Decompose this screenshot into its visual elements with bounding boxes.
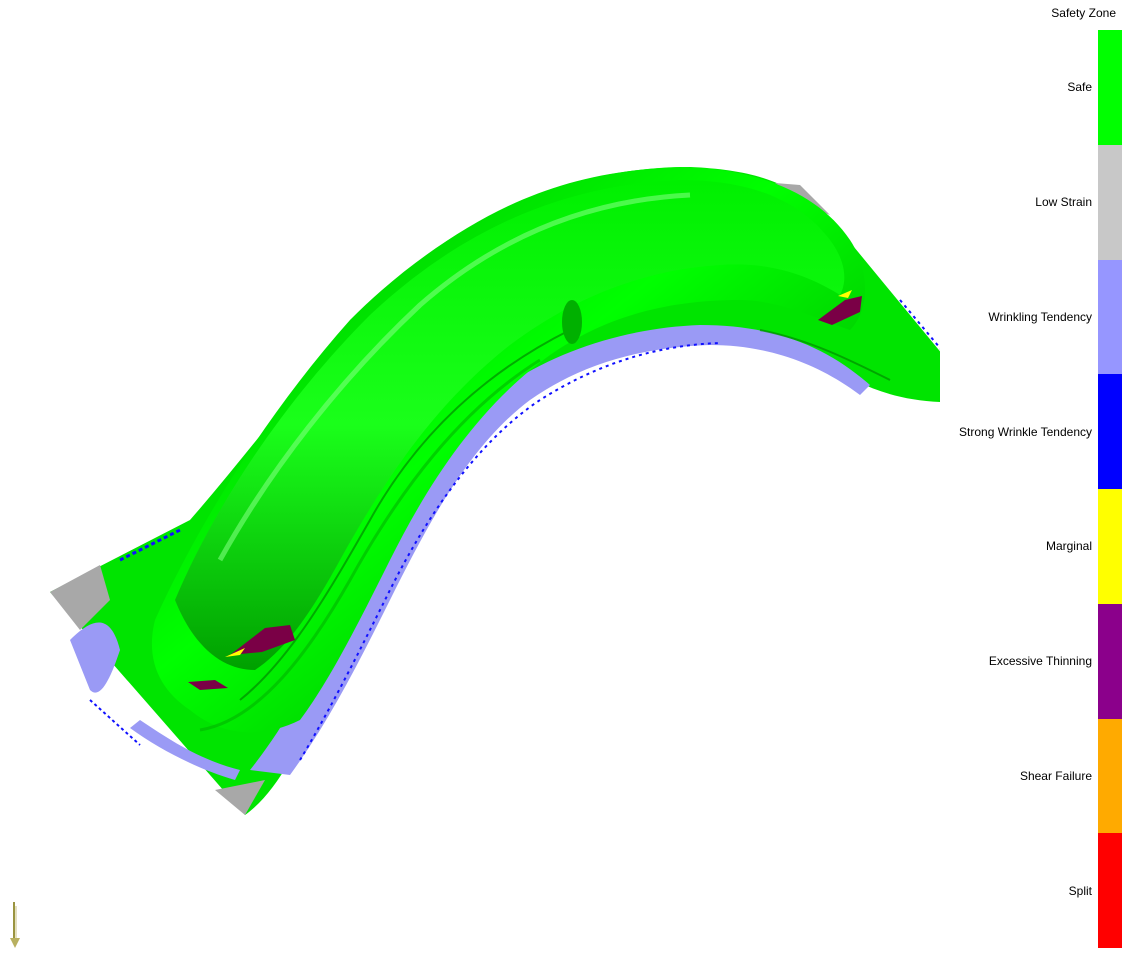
safety-zone-legend: Safe Low Strain Wrinkling Tendency Stron… — [900, 30, 1122, 948]
formed-part-render[interactable] — [0, 0, 980, 952]
legend-entry-marginal: Marginal — [900, 489, 1122, 604]
legend-swatch-strong-wrinkle-tendency — [1098, 374, 1122, 489]
surface-contour-3 — [759, 329, 891, 381]
legend-label: Low Strain — [1035, 195, 1092, 210]
legend-entry-wrinkling-tendency: Wrinkling Tendency — [900, 259, 1122, 375]
legend-swatch-wrinkling-tendency — [1098, 259, 1122, 375]
strong-wrinkle-edge-inner — [299, 342, 721, 761]
legend-swatch-safe — [1098, 30, 1122, 145]
part-ridge — [175, 180, 845, 670]
legend-label: Marginal — [1045, 539, 1092, 554]
wrinkling-band-lower — [130, 720, 240, 780]
legend-label: Split — [1068, 883, 1092, 898]
legend-label: Excessive Thinning — [988, 654, 1092, 669]
legend-label: Wrinkling Tendency — [988, 309, 1092, 324]
low-strain-patch-left — [50, 565, 110, 630]
marginal-speck-left — [225, 648, 245, 657]
surface-highlight — [217, 192, 691, 562]
axis-triad-icon — [8, 900, 22, 950]
legend-entry-strong-wrinkle-tendency: Strong Wrinkle Tendency — [900, 374, 1122, 489]
legend-swatch-shear-failure — [1098, 718, 1122, 834]
legend-entry-low-strain: Low Strain — [900, 144, 1122, 260]
legend-entry-excessive-thinning: Excessive Thinning — [900, 603, 1122, 719]
legend-entry-split: Split — [900, 833, 1122, 948]
legend-swatch-low-strain — [1098, 144, 1122, 260]
legend-label: Shear Failure — [1019, 768, 1092, 783]
surface-contour-1 — [239, 329, 571, 701]
surface-contour-2 — [199, 358, 541, 732]
3d-viewport[interactable] — [0, 0, 980, 952]
surface-bump — [562, 300, 582, 344]
thinning-patch-lower — [188, 680, 228, 690]
thinning-patch-right — [818, 296, 862, 325]
legend-entry-shear-failure: Shear Failure — [900, 718, 1122, 834]
wrinkling-band-left — [70, 622, 120, 693]
low-strain-patch-bottom — [215, 780, 265, 815]
legend-entry-safe: Safe — [900, 30, 1122, 145]
part-body — [151, 167, 865, 733]
strong-wrinkle-edge-bottom — [89, 699, 141, 746]
wrinkling-band-inner — [250, 325, 870, 775]
legend-label: Safe — [1067, 80, 1092, 95]
thinning-patch-left — [230, 625, 295, 655]
legend-title: Safety Zone — [1051, 6, 1116, 20]
legend-swatch-split — [1098, 833, 1122, 948]
marginal-speck-right — [838, 290, 852, 298]
legend-swatch-excessive-thinning — [1098, 603, 1122, 719]
legend-swatch-marginal — [1098, 489, 1122, 604]
legend-label: Strong Wrinkle Tendency — [959, 424, 1092, 439]
